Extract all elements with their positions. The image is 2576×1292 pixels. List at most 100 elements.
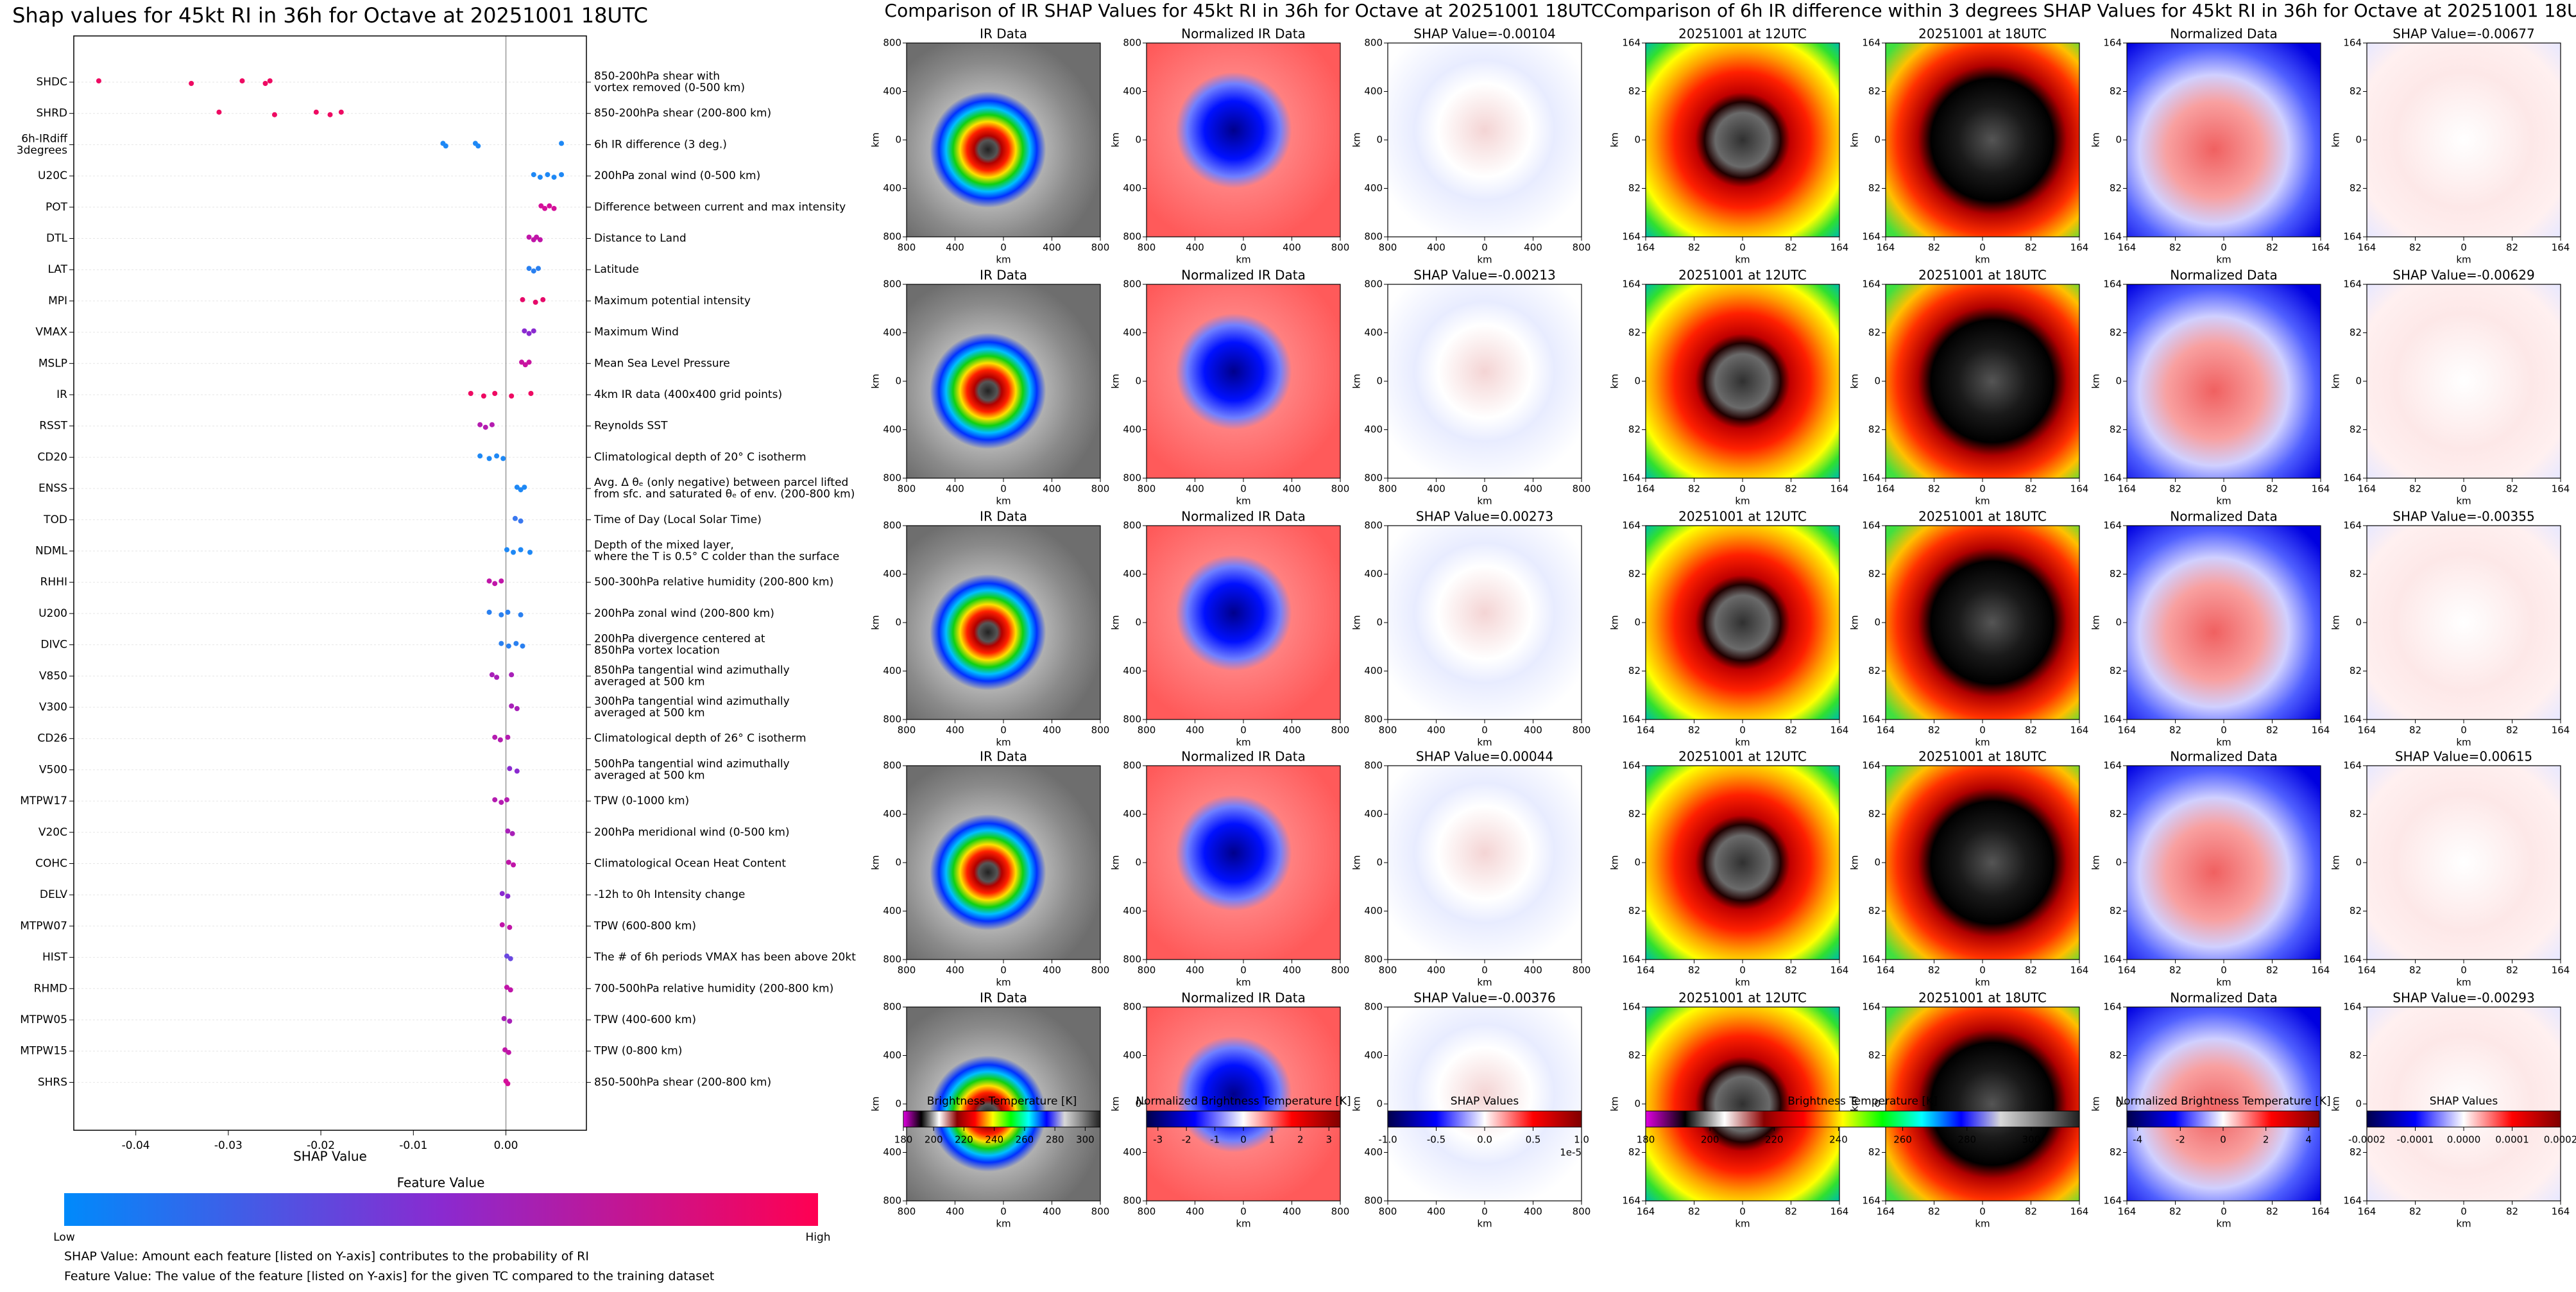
x-tick-label: 400 (1186, 725, 1204, 736)
y-tick-label: 82 (1628, 1146, 1641, 1158)
y-tick-label: 82 (2350, 905, 2362, 917)
y-tick-label: 800 (1123, 1195, 1141, 1207)
y-tick-label: 800 (883, 520, 901, 531)
shap-point (494, 453, 500, 459)
y-tick-label: 82 (1868, 424, 1881, 435)
y-tick-label: 400 (1364, 1146, 1383, 1158)
x-axis-label: km (2456, 1218, 2471, 1230)
x-tick-label: 0 (1000, 483, 1007, 495)
x-tick-label: 164 (2358, 242, 2376, 254)
group-title: Comparison of IR SHAP Values for 45kt RI… (885, 0, 1604, 21)
x-tick-label: 0 (1739, 725, 1746, 736)
colorbar-tick-label: -0.0001 (2397, 1134, 2434, 1146)
shap-point (509, 703, 515, 709)
image-panel (1645, 284, 1840, 479)
y-tick-label: 800 (1364, 472, 1383, 484)
feature-description: 200hPa zonal wind (200-800 km) (594, 607, 774, 620)
x-tick-label: 164 (2552, 242, 2570, 254)
x-tick-label: 164 (1877, 242, 1895, 254)
shap-point (509, 831, 515, 836)
y-axis-label: km (1609, 1096, 1621, 1111)
chart-title: Shap values for 45kt RI in 36h for Octav… (12, 3, 648, 28)
feature-description: Latitude (594, 263, 639, 276)
image-panel (2366, 1006, 2561, 1202)
panel-title: 20251001 at 18UTC (1918, 26, 2047, 42)
x-tick-label: 164 (2552, 725, 2570, 736)
x-tick-label: 0 (2221, 965, 2227, 976)
y-axis-label: km (2090, 132, 2102, 147)
y-tick-label: 400 (1123, 424, 1141, 435)
y-tick-label: 164 (2343, 279, 2362, 290)
y-tick-label: 82 (2110, 327, 2122, 338)
x-tick-label: 400 (1283, 483, 1301, 495)
y-axis-label: km (2090, 615, 2102, 630)
shap-point (499, 612, 504, 617)
y-tick-label: 800 (1123, 714, 1141, 725)
feature-description: TPW (0-800 km) (593, 1045, 682, 1058)
shap-point (513, 641, 519, 646)
colorbar-tick-label: 300 (2022, 1134, 2041, 1146)
feature-description: Reynolds SST (594, 420, 668, 433)
feature-name: MSLP (38, 357, 67, 370)
x-tick-label: 800 (1379, 725, 1397, 736)
image-panel (1146, 765, 1341, 960)
y-tick-label: 164 (2343, 472, 2362, 484)
y-tick-label: 800 (1364, 37, 1383, 49)
y-tick-label: 0 (1135, 1098, 1141, 1110)
image-panel (2126, 42, 2321, 237)
x-tick-label: 400 (1043, 965, 1061, 976)
feature-description: 200hPa zonal wind (0-500 km) (594, 169, 760, 182)
x-tick-label: 164 (2552, 1206, 2570, 1218)
x-axis-label: km (1975, 254, 1990, 266)
x-axis-label: km (996, 254, 1011, 266)
x-tick-label: 82 (2025, 965, 2037, 976)
shap-point (522, 362, 528, 368)
feature-description: averaged at 500 km (594, 675, 705, 688)
y-tick-label: 164 (1862, 954, 1881, 965)
x-tick-label: 82 (1928, 483, 1940, 495)
x-tick-label: 164 (2358, 483, 2376, 495)
y-tick-label: 82 (2350, 568, 2362, 580)
x-tick-label: 800 (1331, 725, 1350, 736)
x-tick-label: 164 (2118, 965, 2137, 976)
panel-title: IR Data (980, 26, 1027, 42)
feature-name: TOD (43, 513, 67, 526)
y-tick-label: 0 (1874, 857, 1881, 868)
y-tick-label: 164 (2343, 37, 2362, 49)
x-axis-label: SHAP Value (293, 1149, 367, 1164)
y-tick-label: 0 (2355, 857, 2362, 868)
panel-title: SHAP Value=0.00273 (1416, 509, 1553, 524)
shap-point (504, 797, 509, 803)
feature-name: MTPW05 (20, 1013, 67, 1026)
y-tick-label: 82 (2110, 568, 2122, 580)
y-tick-label: 82 (2350, 327, 2362, 338)
colorbar-tick-label: 3 (1326, 1134, 1332, 1146)
shap-point (520, 297, 525, 302)
x-tick-label: 164 (1637, 965, 1655, 976)
feature-description: 500-300hPa relative humidity (200-800 km… (594, 576, 833, 589)
image-panel (1146, 1006, 1341, 1202)
panel-title: 20251001 at 12UTC (1678, 990, 1807, 1006)
image-panel (2366, 765, 2561, 960)
panel-title: IR Data (980, 990, 1027, 1006)
y-tick-label: 164 (1862, 231, 1881, 243)
shap-point (338, 109, 344, 115)
y-tick-label: 164 (2343, 231, 2362, 243)
colorbar-title: Brightness Temperature [K] (1787, 1095, 1937, 1108)
y-tick-label: 800 (1123, 760, 1141, 771)
y-tick-label: 82 (1628, 905, 1641, 917)
shap-point (443, 143, 448, 149)
y-tick-label: 82 (1628, 568, 1641, 580)
x-tick-label: 82 (2266, 965, 2278, 976)
y-tick-label: 0 (1874, 617, 1881, 628)
feature-description: TPW (400-600 km) (593, 1013, 696, 1026)
shap-point (526, 359, 532, 365)
y-tick-label: 800 (883, 472, 901, 484)
x-tick-label: 82 (2409, 242, 2421, 254)
y-tick-label: 82 (2350, 1146, 2362, 1158)
x-tick-label: 164 (1830, 725, 1849, 736)
y-tick-label: 164 (2103, 760, 2122, 771)
x-axis-label: km (1236, 1218, 1250, 1230)
image-panel (906, 284, 1101, 479)
x-tick-label: 164 (2552, 965, 2570, 976)
